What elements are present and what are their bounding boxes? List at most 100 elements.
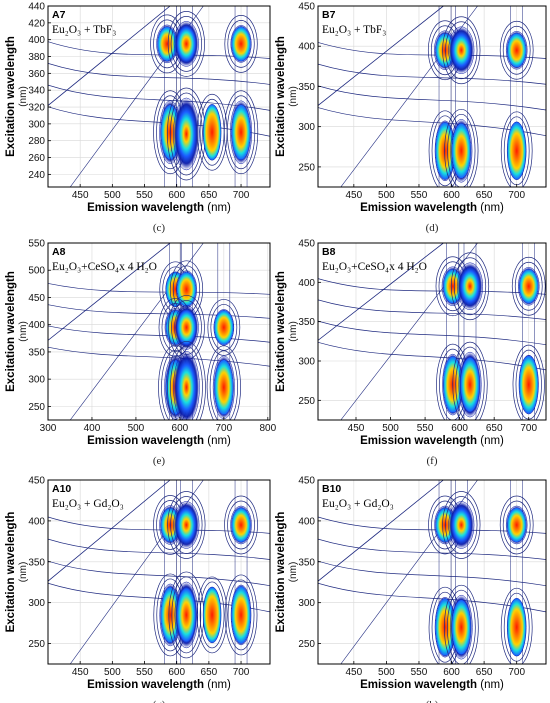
background-contour [48, 84, 270, 111]
y-tick-label: 250 [28, 402, 45, 413]
y-tick-label: 450 [298, 476, 315, 487]
contour-peak [168, 571, 205, 659]
contour-ring [450, 252, 490, 321]
panel-a10: 450 500 550 600 650 700 250 300 350 400 450 A10 Eu₂O… [5, 476, 271, 703]
contour-ring [445, 21, 478, 80]
panel-id: B10 [322, 483, 341, 495]
sample-label: Eu₂O₃ + TbF₃ [322, 24, 386, 36]
x-tick-label: 550 [411, 190, 428, 201]
contour-peak [167, 11, 205, 77]
x-tick-label: 650 [476, 667, 493, 678]
y-tick-label: 300 [28, 119, 45, 130]
x-tick-label: 700 [215, 423, 232, 434]
sample-label: Eu₂O₃ + TbF₃ [52, 24, 116, 36]
sample-label: Eu₂O₃+CeSO₄x 4 H₂O [322, 261, 427, 273]
contour-peak [444, 108, 479, 187]
y-tick-label: 320 [28, 103, 45, 114]
plot-contents [318, 480, 546, 664]
contour-ring [446, 589, 476, 664]
x-axis-unit: (nm) [207, 679, 231, 691]
plot-frame [317, 242, 547, 421]
peak-fill [173, 97, 200, 171]
contour-ring [514, 261, 543, 311]
y-tick-label: 400 [28, 320, 45, 331]
panel-id: B7 [322, 9, 336, 21]
contour-peak [207, 299, 241, 356]
contour-ring [452, 341, 488, 420]
background-contour [318, 107, 546, 137]
x-tick-label: 450 [72, 667, 89, 678]
x-tick-label: 500 [128, 423, 145, 434]
x-axis-label: Emission wavelength (nm) [360, 435, 504, 447]
peak-fill [212, 355, 235, 420]
contour-ring [224, 574, 258, 656]
peak-fill [174, 581, 199, 649]
contour-peak [224, 574, 258, 656]
x-axis-unit: (nm) [207, 202, 231, 214]
x-tick-label: 700 [233, 190, 250, 201]
x-tick-label: 600 [443, 667, 460, 678]
x-tick-label: 600 [168, 190, 185, 201]
contour-ring [167, 11, 205, 77]
peak-fill [506, 597, 527, 657]
x-axis-label: Emission wavelength (nm) [360, 202, 504, 214]
x-tick-label: 650 [201, 667, 218, 678]
contour-ring [502, 500, 531, 550]
contour-ring [199, 98, 225, 166]
peak-fill [175, 270, 197, 309]
y-tick-label: 400 [28, 516, 45, 527]
peak-fill [517, 267, 540, 306]
contour-peak [196, 93, 228, 171]
y-tick-label: 260 [28, 153, 45, 164]
panel-caption: (e) [153, 455, 166, 467]
background-contour [318, 63, 546, 85]
y-tick-label: 350 [28, 557, 45, 568]
x-tick-label: 700 [520, 423, 537, 434]
y-tick-label: 360 [28, 69, 45, 80]
background-contour [318, 341, 546, 371]
contour-peak [512, 344, 545, 420]
scatter-diagonal [318, 243, 444, 341]
peak-fill [230, 25, 252, 63]
contour-peak [442, 16, 481, 85]
contour-ring [227, 579, 255, 651]
sample-label: Eu₂O₃+CeSO₄x 4 H₂O [52, 261, 157, 273]
contour-ring [445, 496, 478, 554]
x-tick-label: 700 [508, 190, 525, 201]
x-axis-unit: (nm) [480, 202, 504, 214]
x-tick-label: 600 [443, 190, 460, 201]
panel-b8: 450 500 550 600 650 700 250 300 350 400 450 B8 Eu₂O₃… [275, 239, 547, 467]
panel-caption: (d) [426, 222, 439, 234]
contour-ring [499, 495, 534, 555]
contour-peak [443, 584, 479, 664]
contour-ring [443, 584, 479, 664]
y-tick-label: 300 [298, 598, 315, 609]
x-tick-label: 800 [259, 423, 276, 434]
x-tick-label: 500 [104, 667, 121, 678]
contour-ring [444, 108, 479, 187]
y-tick-label: 280 [28, 136, 45, 147]
contour-ring [199, 581, 225, 649]
contour-ring [224, 495, 258, 555]
panel-a8: 300 400 500 600 700 800 250 300 350 400 450 500 550 A… [5, 239, 277, 468]
contour-ring [170, 345, 203, 420]
contour-peak [167, 340, 206, 420]
peak-fill [202, 104, 222, 161]
contour-ring [455, 346, 485, 420]
contour-peak [450, 252, 490, 321]
background-contour [318, 320, 546, 346]
scatter-diagonal [48, 243, 171, 341]
y-tick-label: 400 [298, 42, 315, 53]
x-tick-label: 500 [378, 667, 395, 678]
contour-ring [442, 491, 481, 559]
contour-ring [196, 93, 228, 171]
x-axis-unit: (nm) [207, 435, 231, 447]
y-tick-label: 350 [298, 557, 315, 568]
y-axis-unit: (nm) [18, 321, 29, 342]
peak-fill [173, 21, 199, 67]
peak-fill [230, 100, 253, 165]
x-tick-label: 400 [84, 423, 101, 434]
x-tick-label: 600 [168, 667, 185, 678]
y-tick-label: 300 [298, 357, 315, 368]
x-tick-label: 550 [417, 423, 434, 434]
